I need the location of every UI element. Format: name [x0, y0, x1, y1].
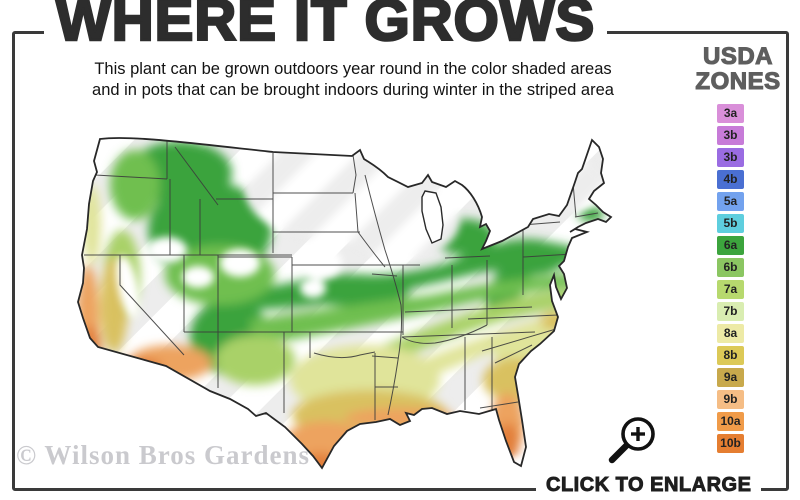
zone-swatch-8b: 8b — [717, 346, 744, 365]
lake-michigan — [421, 190, 444, 244]
us-outline — [77, 137, 613, 470]
zone-swatch-5a: 5a — [717, 192, 744, 211]
magnifier-plus-icon[interactable] — [604, 412, 662, 468]
zone-swatch-9b: 9b — [717, 390, 744, 409]
usda-zone-map[interactable] — [70, 125, 630, 485]
zone-swatch-6a: 6a — [717, 236, 744, 255]
zone-swatch-3b: 3b — [717, 126, 744, 145]
watermark: © Wilson Bros Gardens — [16, 440, 310, 470]
zone-swatch-6b: 6b — [717, 258, 744, 277]
zone-legend-list: 3a 3b 3b 4b 5a 5b 6a 6b 7a 7b 8a 8b 9a 9b 10a 10b — [717, 104, 744, 456]
zone-swatch-10b: 10b — [717, 434, 744, 453]
zone-swatch-3a: 3a — [717, 104, 744, 123]
zone-swatch-9a: 9a — [717, 368, 744, 387]
subtitle: This plant can be grown outdoors year ro… — [12, 59, 694, 101]
subtitle-line-2: and in pots that can be brought indoors … — [92, 81, 614, 99]
usda-zones-heading-line-2: ZONES — [695, 68, 781, 95]
subtitle-line-1: This plant can be grown outdoors year ro… — [94, 60, 612, 78]
zone-swatch-3b: 3b — [717, 148, 744, 167]
zone-swatch-4b: 4b — [717, 170, 744, 189]
usda-zones-heading-line-1: USDA — [702, 43, 773, 70]
zone-swatch-5b: 5b — [717, 214, 744, 233]
usda-zones-heading: USDA ZONES — [690, 43, 786, 95]
click-to-enlarge-button[interactable]: CLICK TO ENLARGE — [536, 474, 762, 497]
zone-swatch-8a: 8a — [717, 324, 744, 343]
page-title: WHERE IT GROWS — [44, 0, 608, 53]
zone-swatch-7b: 7b — [717, 302, 744, 321]
zone-swatch-10a: 10a — [717, 412, 744, 431]
zone-swatch-7a: 7a — [717, 280, 744, 299]
us-map-svg — [77, 137, 613, 470]
